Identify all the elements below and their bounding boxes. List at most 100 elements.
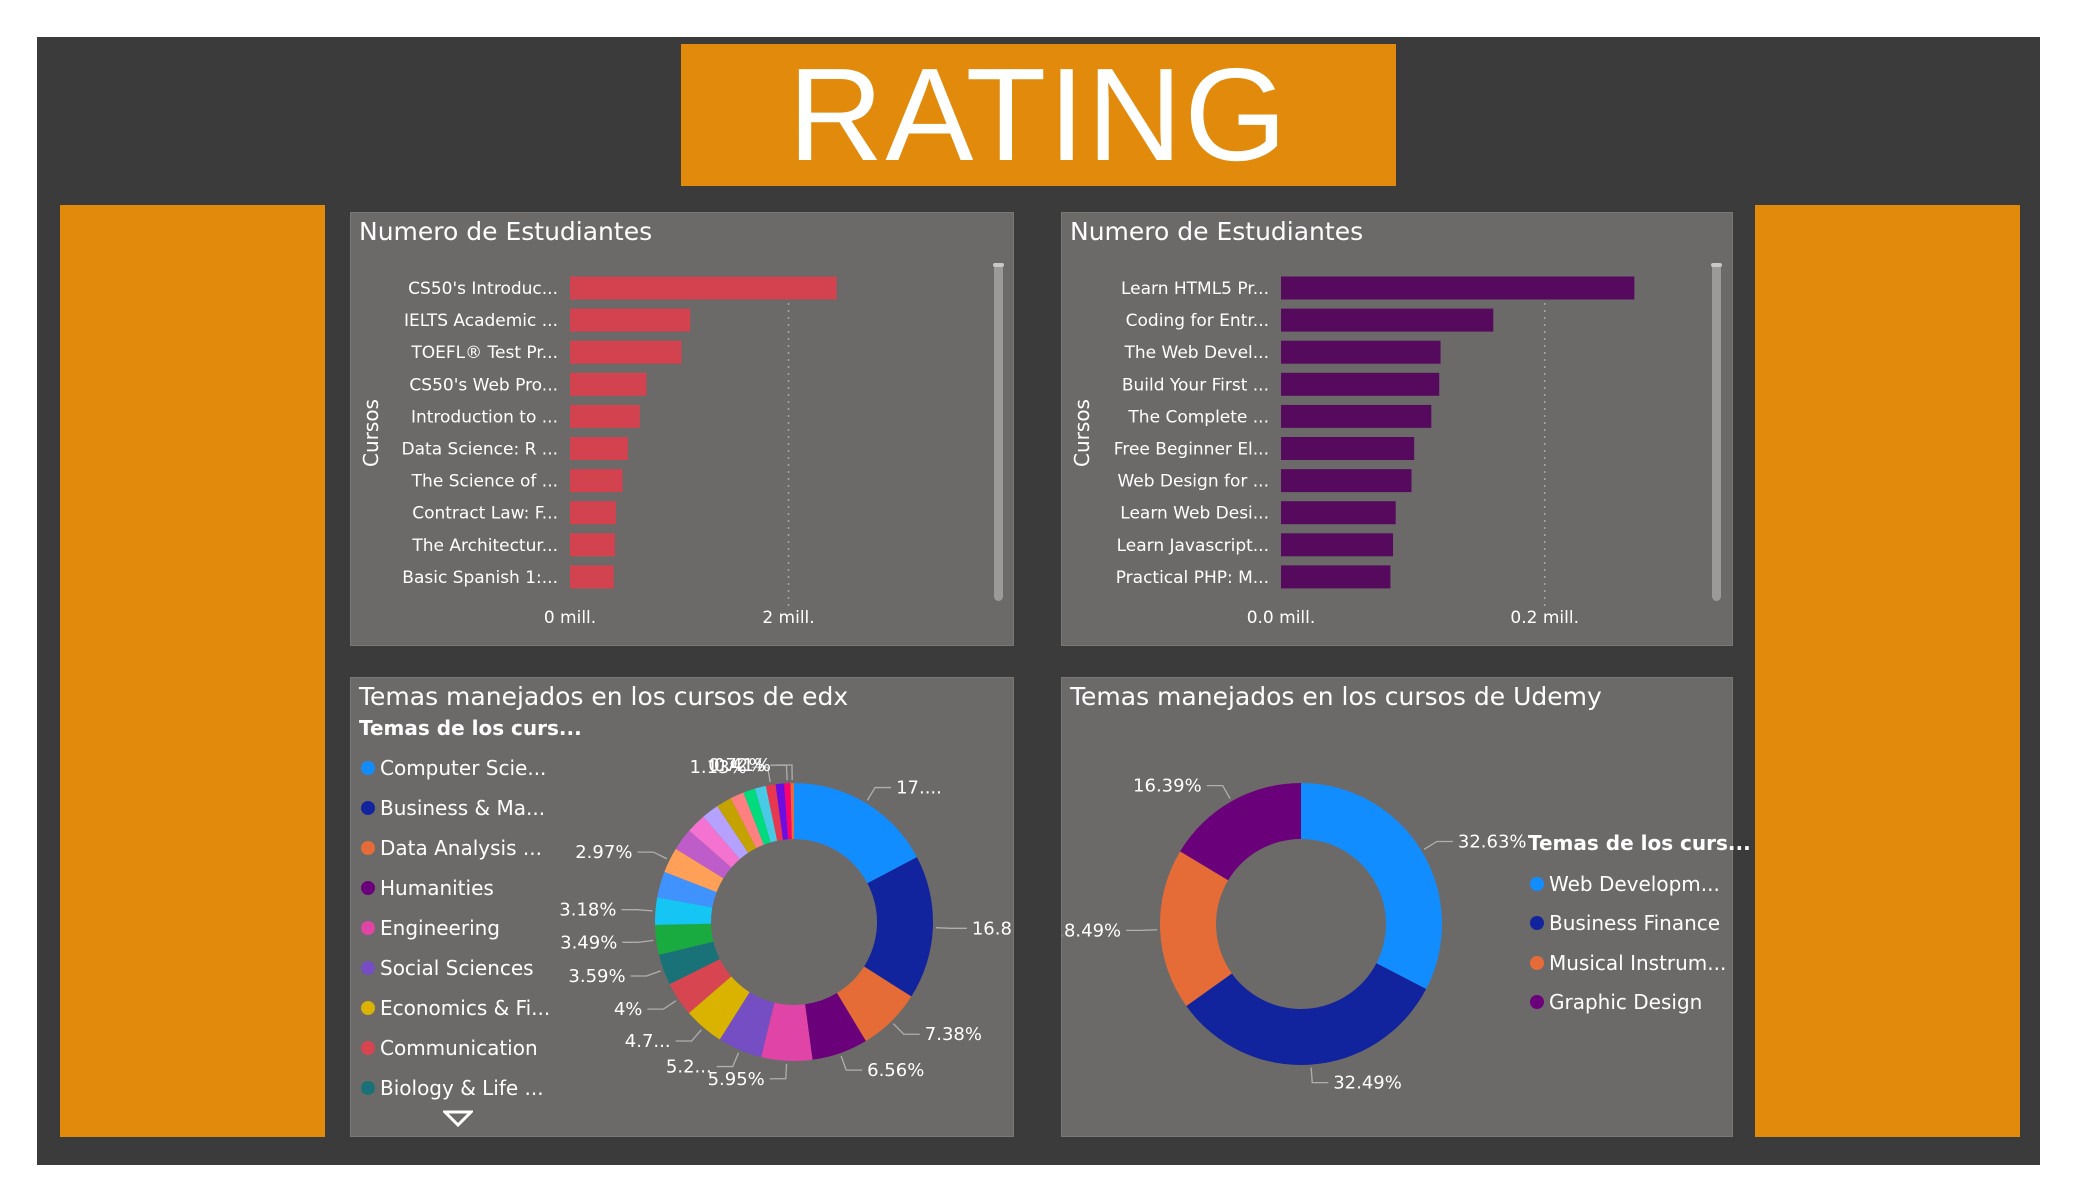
- edx-students-bar-chart: 0 mill. 2 mill. CS50's Introduc... IELTS Ac…: [359, 276, 837, 628]
- edx-students-panel: Numero de Estudiantes 0 mill. 2 mill. CS50…: [350, 212, 1014, 646]
- data-label: 16.39%: [1133, 776, 1202, 797]
- donut-slice: [655, 923, 714, 955]
- legend-label: Humanities: [380, 876, 494, 900]
- legend-more-arrow-icon[interactable]: [443, 1110, 473, 1128]
- data-label: 32.63%: [1458, 831, 1527, 852]
- left-accent-panel: [60, 205, 325, 1137]
- donut-slice: [703, 806, 749, 860]
- donut-slice: [658, 941, 720, 985]
- legend-dot: [361, 1001, 375, 1015]
- legend-item[interactable]: Humanities: [361, 868, 550, 908]
- legend-item[interactable]: Biology & Life ...: [361, 1068, 550, 1108]
- y-category-label: IELTS Academic ...: [404, 311, 558, 331]
- y-axis-title: Cursos: [1070, 399, 1094, 467]
- legend-dot: [361, 801, 375, 815]
- leader-line: [622, 939, 654, 943]
- legend-item[interactable]: Graphic Design: [1530, 983, 1726, 1023]
- leader-line: [1423, 840, 1453, 850]
- legend-item[interactable]: Social Sciences: [361, 948, 550, 988]
- legend-item[interactable]: Musical Instrum...: [1530, 943, 1726, 983]
- legend-dot: [361, 841, 375, 855]
- legend-dot: [361, 1081, 375, 1095]
- bar: [1281, 469, 1412, 493]
- y-category-label: The Web Devel...: [1124, 343, 1270, 363]
- legend-label: Web Developm...: [1549, 871, 1720, 896]
- legend-item[interactable]: Engineering: [361, 908, 550, 948]
- legend-dot: [1530, 876, 1544, 891]
- legend-item[interactable]: Computer Scie...: [361, 748, 550, 788]
- data-label: 5.2...: [666, 1057, 712, 1078]
- edx-topics-legend: Computer Scie... Business & Ma... Data Ana…: [361, 748, 550, 1108]
- donut-slice: [1186, 963, 1427, 1065]
- x-tick-label: 2 mill.: [762, 608, 814, 628]
- donut-slice: [805, 993, 866, 1060]
- data-label: 3.49%: [560, 932, 617, 953]
- data-label: 0.72%: [708, 755, 765, 776]
- legend-dot: [361, 921, 375, 935]
- legend-item[interactable]: Web Developm...: [1530, 864, 1726, 904]
- y-category-label: CS50's Introduc...: [408, 279, 558, 299]
- y-category-label: Build Your First ...: [1122, 375, 1269, 395]
- bar: [1281, 404, 1432, 428]
- legend-title: Temas de los curs...: [1528, 831, 1751, 855]
- bar: [1281, 372, 1440, 396]
- leader-line: [675, 1029, 702, 1042]
- legend-item[interactable]: Communication: [361, 1028, 550, 1068]
- legend-label: Biology & Life ...: [380, 1076, 544, 1100]
- donut-slice: [864, 857, 933, 997]
- edx-topics-panel: Temas manejados en los cursos de edx Tem…: [350, 677, 1014, 1137]
- data-label: 0.41%: [714, 755, 771, 776]
- bar: [1281, 533, 1394, 557]
- donut-slice: [657, 871, 717, 908]
- bar: [1281, 437, 1415, 460]
- leader-line: [647, 1000, 677, 1010]
- donut-slice: [717, 798, 757, 853]
- legend-dot: [1530, 995, 1544, 1010]
- leader-line: [769, 1063, 788, 1080]
- donut-slice: [754, 785, 778, 843]
- panel-title: Numero de Estudiantes: [1070, 217, 1364, 246]
- leader-line: [840, 1055, 863, 1071]
- leader-line: [866, 786, 892, 801]
- data-label: 4%: [614, 999, 643, 1020]
- legend-item[interactable]: Data Analysis ...: [361, 828, 550, 868]
- donut-slice: [1301, 783, 1442, 990]
- y-category-label: Contract Law: F...: [412, 504, 558, 524]
- bar: [1281, 565, 1391, 589]
- leader-line: [1126, 929, 1158, 931]
- donut-slice: [669, 959, 732, 1013]
- legend-label: Business & Ma...: [380, 796, 546, 820]
- bar: [570, 308, 691, 332]
- data-label: 6.56%: [867, 1060, 924, 1081]
- legend-item[interactable]: Business Finance: [1530, 904, 1726, 944]
- data-label: 7.38%: [925, 1024, 982, 1045]
- data-label: 4.7...: [625, 1031, 671, 1052]
- leader-line: [630, 970, 661, 977]
- scrollbar-handle[interactable]: [993, 263, 1004, 267]
- scrollbar[interactable]: [994, 263, 1003, 601]
- bar: [1281, 308, 1494, 332]
- legend-dot: [1530, 916, 1544, 931]
- x-tick-label: 0 mill.: [544, 608, 596, 628]
- leader-line: [775, 764, 793, 781]
- legend-label: Social Sciences: [380, 956, 534, 980]
- donut-slice: [794, 783, 917, 884]
- leader-line: [1206, 784, 1231, 799]
- legend-item[interactable]: Business & Ma...: [361, 788, 550, 828]
- bar: [570, 340, 682, 364]
- bar: [570, 404, 640, 428]
- scrollbar[interactable]: [1712, 263, 1721, 601]
- bar: [1281, 501, 1396, 525]
- bar: [570, 276, 837, 300]
- donut-slice: [743, 788, 771, 845]
- legend-item[interactable]: Economics & Fi...: [361, 988, 550, 1028]
- dashboard-frame: [37, 37, 2040, 1165]
- scrollbar-handle[interactable]: [1711, 263, 1722, 267]
- y-category-label: Practical PHP: M...: [1116, 568, 1269, 588]
- donut-slice: [688, 976, 750, 1040]
- right-accent-panel: [1755, 205, 2020, 1137]
- legend-label: Graphic Design: [1549, 990, 1703, 1015]
- data-label: 18.49%: [1062, 920, 1121, 941]
- legend-dot: [361, 761, 375, 775]
- legend-dot: [361, 881, 375, 895]
